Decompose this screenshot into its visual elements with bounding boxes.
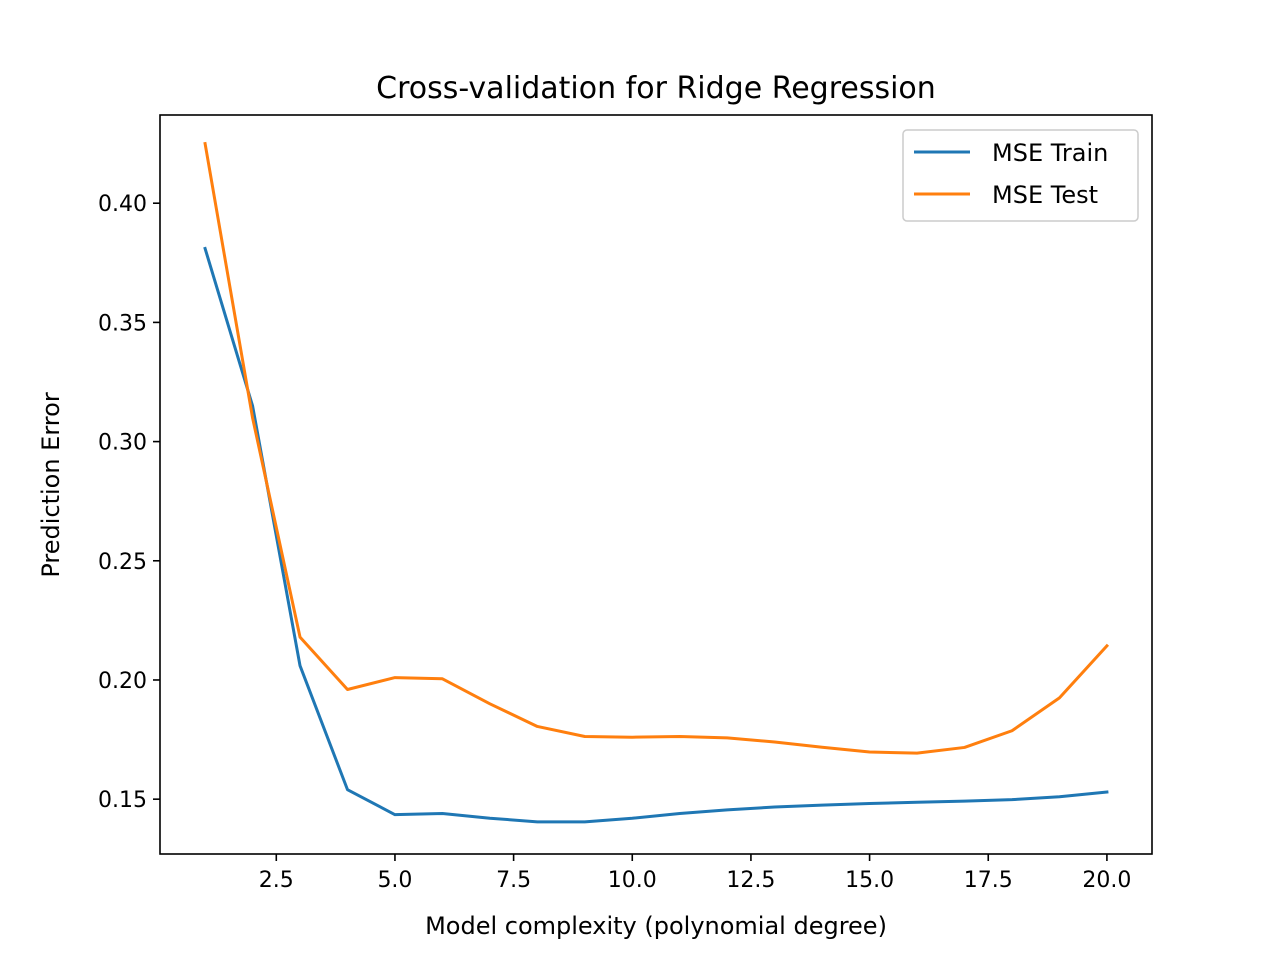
chart-title: Cross-validation for Ridge Regression [376, 71, 936, 106]
plot-lines [203, 141, 1110, 824]
legend-label-test: MSE Test [992, 181, 1098, 209]
y-axis: 0.15 0.20 0.25 0.30 0.35 0.40 [98, 192, 160, 813]
y-tick-label: 0.40 [98, 192, 147, 217]
x-tick-label: 15.0 [845, 868, 894, 893]
x-tick-label: 20.0 [1082, 868, 1131, 893]
y-tick-label: 0.20 [98, 669, 147, 694]
x-axis: 2.5 5.0 7.5 10.0 12.5 15.0 17.5 20.0 [259, 854, 1131, 893]
plot-frame [159, 114, 1153, 855]
legend-label-train: MSE Train [992, 139, 1108, 167]
x-tick-label: 12.5 [726, 868, 775, 893]
legend: MSE Train MSE Test [902, 129, 1139, 222]
x-tick-label: 10.0 [608, 868, 657, 893]
x-tick-label: 2.5 [259, 868, 294, 893]
series-line-mse-test [203, 141, 1110, 755]
y-tick-label: 0.30 [98, 431, 147, 456]
x-tick-label: 7.5 [496, 868, 531, 893]
y-tick-label: 0.35 [98, 311, 147, 336]
x-axis-label: Model complexity (polynomial degree) [425, 912, 887, 940]
y-tick-label: 0.15 [98, 788, 147, 813]
y-tick-label: 0.25 [98, 550, 147, 575]
x-tick-label: 17.5 [964, 868, 1013, 893]
x-tick-label: 5.0 [377, 868, 412, 893]
series-line-mse-train [203, 246, 1109, 824]
y-axis-label: Prediction Error [37, 392, 65, 577]
